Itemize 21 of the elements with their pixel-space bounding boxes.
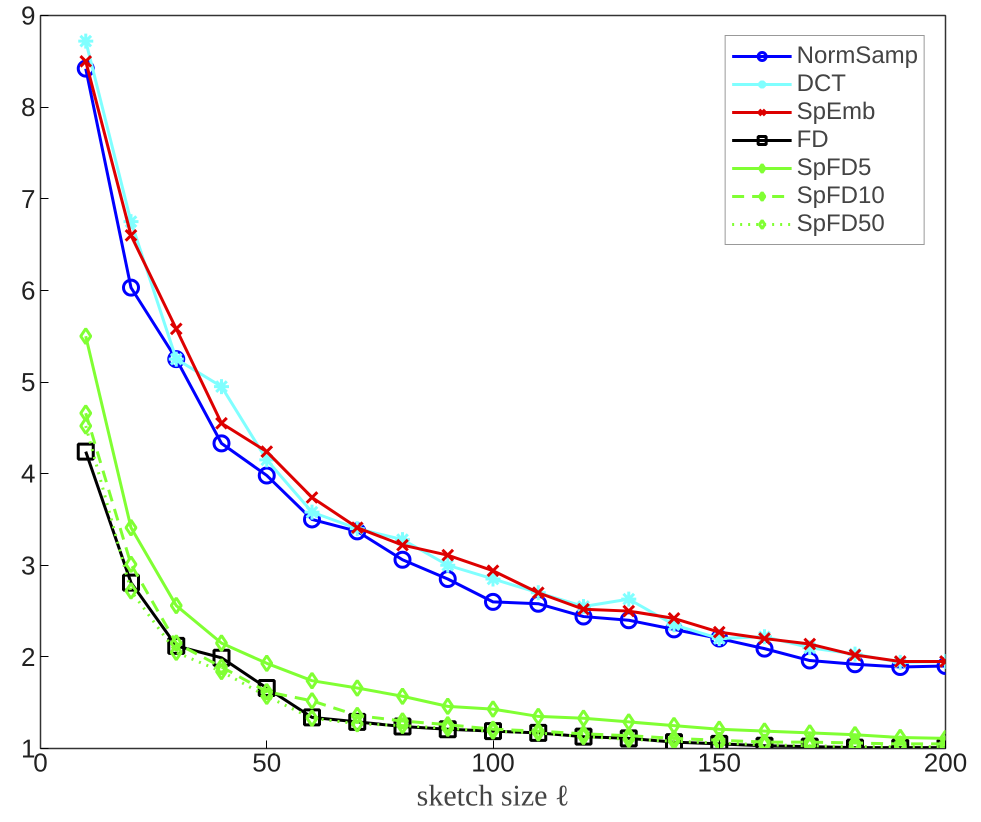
legend-label: DCT [796,70,846,98]
x-tick-label: 200 [924,748,968,778]
x-tick-label: 50 [252,748,282,778]
x-axis-title: sketch size ℓ [416,780,570,812]
x-tick-label: 0 [33,748,48,778]
y-tick-label: 7 [21,184,36,214]
y-tick-label: 4 [21,458,36,489]
y-tick-label: 2 [21,642,36,672]
legend-label: SpFD5 [796,154,872,182]
legend-label: NormSamp [796,42,918,70]
y-tick-label: 6 [21,275,36,306]
x-tick-label: 150 [698,748,741,778]
y-tick-label: 5 [21,367,36,397]
y-tick-label: 3 [21,550,36,580]
legend-label: SpFD50 [796,210,885,238]
legend-label: FD [796,126,829,154]
y-tick-label: 8 [21,92,36,122]
legend-label: SpFD10 [796,182,885,210]
x-tick-label: 100 [471,748,515,778]
legend-label: SpEmb [796,98,876,126]
y-tick-label: 9 [21,0,36,30]
